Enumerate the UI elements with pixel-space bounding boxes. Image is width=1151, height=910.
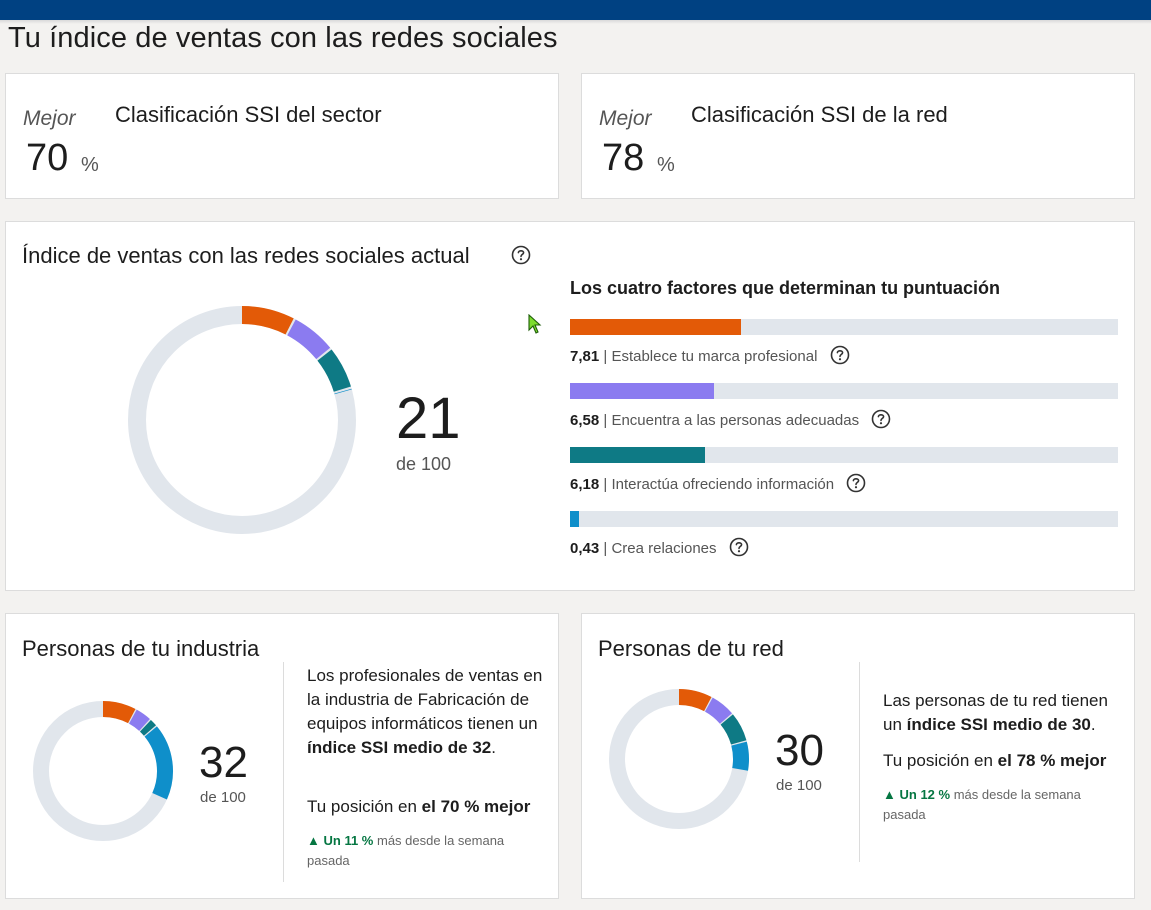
network-desc-text: Las personas de tu red tienen un	[883, 691, 1108, 734]
rank-qualifier: Mejor	[599, 107, 652, 130]
triangle-up-icon: ▲	[883, 787, 896, 802]
page-title: Tu índice de ventas con las redes social…	[8, 22, 558, 54]
donut-segment-engage	[720, 714, 747, 745]
factor-bar-track	[570, 447, 1118, 463]
help-circle-icon[interactable]	[511, 245, 531, 265]
help-circle-icon[interactable]	[871, 409, 891, 429]
industry-out-of: de 100	[200, 789, 246, 806]
network-trend-rest: más desde la semana pasada	[883, 787, 1081, 822]
help-circle-icon[interactable]	[729, 537, 749, 557]
factor-label: Establece tu marca profesional	[611, 348, 818, 365]
factor-row-relation: 0,43 | Crea relaciones	[570, 537, 749, 557]
factor-bar-track	[570, 383, 1118, 399]
factor-value: 0,43	[570, 540, 600, 557]
network-rank-card: Mejor 78 % Clasificación SSI de la red	[581, 73, 1135, 199]
donut-segment-brand	[102, 701, 136, 724]
factor-separator: |	[603, 348, 608, 365]
industry-position-pre: Tu posición en	[307, 797, 417, 816]
rank-value: 70	[26, 137, 69, 179]
rank-qualifier: Mejor	[23, 107, 76, 130]
donut-segment-engage	[317, 349, 351, 393]
network-donut-chart	[609, 689, 749, 829]
network-desc-end: .	[1090, 715, 1096, 734]
factor-row-brand: 7,81 | Establece tu marca profesional	[570, 345, 850, 365]
factor-row-engage: 6,18 | Interactúa ofreciendo información	[570, 473, 866, 493]
donut-segment-brand	[678, 689, 712, 712]
divider	[283, 662, 284, 882]
mouse-cursor-icon	[528, 314, 542, 334]
donut-segment-relation	[731, 741, 749, 771]
industry-position-bold: el 70 % mejor	[421, 797, 531, 816]
industry-trend: ▲ Un 11 % más desde la semana pasada	[307, 831, 522, 871]
industry-rank-card: Mejor 70 % Clasificación SSI del sector	[5, 73, 559, 199]
donut-segment-relation	[144, 726, 173, 800]
network-trend-up: Un 12 %	[899, 787, 951, 802]
factor-separator: |	[603, 412, 608, 429]
factor-value: 7,81	[570, 348, 600, 365]
rank-unit: %	[657, 154, 675, 176]
rank-title: Clasificación SSI de la red	[691, 102, 948, 127]
industry-peers-card: Personas de tu industria 32 de 100 Los p…	[5, 613, 559, 899]
factor-bar-track	[570, 511, 1118, 527]
current-ssi-card: Índice de ventas con las redes sociales …	[5, 221, 1135, 591]
factor-bar-brand	[570, 319, 742, 335]
donut-segment-prospect	[128, 709, 150, 732]
industry-position: Tu posición en el 70 % mejor	[307, 795, 547, 819]
factor-value: 6,58	[570, 412, 600, 429]
network-position: Tu posición en el 78 % mejor	[883, 749, 1128, 773]
industry-desc-end: .	[491, 738, 496, 757]
industry-title: Personas de tu industria	[22, 636, 260, 661]
industry-description: Los profesionales de ventas en la indust…	[307, 664, 543, 760]
network-peers-card: Personas de tu red 30 de 100 Las persona…	[581, 613, 1135, 899]
factor-bar-prospect	[570, 383, 715, 399]
top-navigation-bar	[0, 0, 1151, 20]
industry-desc-text: Los profesionales de ventas en la indust…	[307, 666, 543, 733]
factor-bar-relation	[570, 511, 580, 527]
factor-separator: |	[603, 540, 608, 557]
network-score: 30	[775, 726, 824, 775]
factor-bar-track	[570, 319, 1118, 335]
triangle-up-icon: ▲	[307, 833, 320, 848]
industry-trend-rest: más desde la semana pasada	[307, 833, 505, 868]
factor-label: Encuentra a las personas adecuadas	[611, 412, 860, 429]
ssi-out-of: de 100	[396, 454, 452, 474]
current-ssi-title: Índice de ventas con las redes sociales …	[22, 243, 470, 268]
network-desc-bold: índice SSI medio de 30	[906, 715, 1091, 734]
industry-desc-bold: índice SSI medio de 32	[307, 738, 492, 757]
network-out-of: de 100	[776, 777, 822, 794]
network-title: Personas de tu red	[598, 636, 784, 661]
help-circle-icon[interactable]	[830, 345, 850, 365]
donut-segment-engage	[139, 719, 157, 736]
donut-segment-brand	[241, 306, 294, 335]
factor-separator: |	[603, 476, 608, 493]
factor-bar-engage	[570, 447, 706, 463]
factor-label: Interactúa ofreciendo información	[611, 476, 835, 493]
network-description: Las personas de tu red tienen un índice …	[883, 689, 1128, 737]
network-position-bold: el 78 % mejor	[997, 751, 1107, 770]
ssi-donut-chart	[128, 306, 356, 534]
industry-score: 32	[199, 738, 248, 787]
ssi-score: 21	[396, 386, 461, 451]
factor-label: Crea relaciones	[611, 540, 717, 557]
help-circle-icon[interactable]	[846, 473, 866, 493]
factors-title: Los cuatro factores que determinan tu pu…	[570, 278, 1001, 298]
donut-segment-prospect	[286, 319, 331, 360]
rank-value: 78	[602, 137, 645, 179]
industry-trend-up: Un 11 %	[323, 833, 374, 848]
rank-title: Clasificación SSI del sector	[115, 102, 382, 127]
factor-row-prospect: 6,58 | Encuentra a las personas adecuada…	[570, 409, 891, 429]
industry-donut-chart	[33, 701, 173, 841]
network-position-pre: Tu posición en	[883, 751, 993, 770]
donut-segment-prospect	[704, 697, 733, 725]
divider	[859, 662, 860, 862]
rank-unit: %	[81, 154, 99, 176]
network-trend: ▲ Un 12 % más desde la semana pasada	[883, 785, 1098, 825]
top-bar-shadow	[0, 20, 1151, 24]
factor-value: 6,18	[570, 476, 600, 493]
